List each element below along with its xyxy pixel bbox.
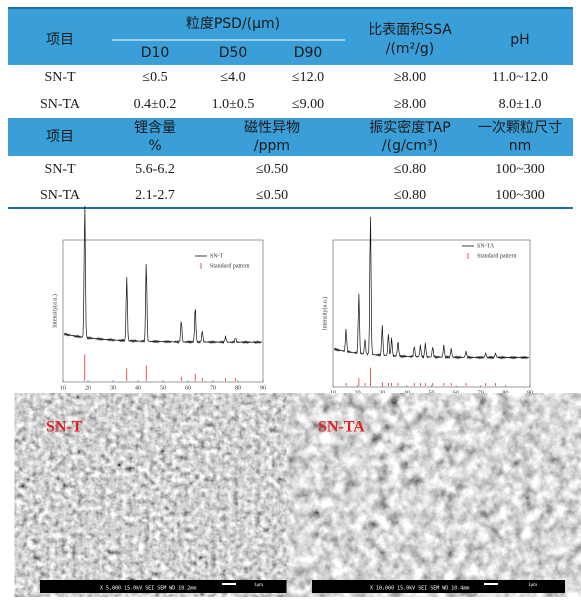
x-tick-label: 50 <box>429 390 435 396</box>
legend-entry: SN-T <box>210 253 224 259</box>
x-tick-label: 70 <box>210 385 216 391</box>
x-tick-label: 80 <box>235 385 241 391</box>
sem-label: SN-TA <box>318 419 365 436</box>
header-cell: 项目 <box>46 32 74 48</box>
x-tick-label: 40 <box>404 390 410 396</box>
x-tick-label: 70 <box>478 390 484 396</box>
scale-bar <box>222 583 236 585</box>
x-tick-label: 90 <box>260 385 266 391</box>
x-tick-label: 50 <box>160 385 166 391</box>
sem-image: SN-T X 5,000 15.0kV SEI SEM WD 10.2mm 1μ… <box>40 410 294 593</box>
table-cell: ≤0.80 <box>394 162 426 177</box>
header-cell: /(g/cm³) <box>382 138 438 154</box>
header-bg <box>8 8 573 65</box>
plot-frame <box>332 239 531 388</box>
x-tick-label: 30 <box>379 390 385 396</box>
table-cell: SN-TA <box>40 97 81 112</box>
header-cell: % <box>148 138 161 154</box>
header-cell: D90 <box>294 45 323 61</box>
table-cell: 2.1-2.7 <box>135 188 175 203</box>
header-cell: 振实密度TAP <box>369 119 450 136</box>
table-cell: 8.0±1.0 <box>499 97 542 112</box>
header-cell: nm <box>509 138 532 154</box>
table-cell: SN-T <box>44 162 76 177</box>
xrd-chart: 10 20 30 40 50 60 70 80 90 2θ(Degree) Intensity(a.… <box>321 216 533 404</box>
header-cell: 一次颗粒尺寸 <box>478 120 562 136</box>
table-cell: 0.4±0.2 <box>134 97 177 112</box>
x-axis-label: 2θ(Degree) <box>149 392 176 399</box>
table-cell: 100~300 <box>495 162 545 177</box>
plot-frame <box>62 239 264 383</box>
sem-texture <box>40 410 294 580</box>
header-cell: pH <box>510 32 529 48</box>
legend-entry: SN-TA <box>477 243 495 249</box>
legend-entry: Standard pattern <box>477 253 517 259</box>
scale-bar <box>484 583 498 585</box>
header-cell: D10 <box>141 45 170 61</box>
sem-bar <box>312 580 565 593</box>
x-tick-label: 60 <box>453 390 459 396</box>
header-cell: /ppm <box>254 138 290 154</box>
y-axis-label: Intensity(a.u.) <box>51 294 58 328</box>
sem-label: SN-T <box>46 419 83 436</box>
x-tick-label: 90 <box>527 390 533 396</box>
table-cell: ≥8.00 <box>394 70 426 85</box>
x-tick-label: 20 <box>85 385 91 391</box>
x-axis-label: 2θ(Degree) <box>418 397 445 404</box>
table-cell: ≤0.50 <box>256 188 288 203</box>
table-cell: SN-T <box>44 70 76 85</box>
table-cell: 100~300 <box>495 188 545 203</box>
header-bg <box>8 118 573 156</box>
header-cell: 磁性异物 <box>244 120 300 136</box>
xrd-pattern <box>333 216 530 360</box>
legend-entry: Standard pattern <box>210 263 250 269</box>
header-cell: 粒度PSD/(μm) <box>186 16 280 32</box>
header-cell: D50 <box>219 45 248 61</box>
sem-info: X 5,000 15.0kV SEI SEM WD 10.2mm <box>100 586 196 592</box>
table-cell: 5.6-6.2 <box>135 162 175 177</box>
table-cell: ≤0.80 <box>394 188 426 203</box>
x-tick-label: 30 <box>110 385 116 391</box>
x-tick-label: 40 <box>135 385 141 391</box>
sem-scale: 1μm <box>254 583 263 588</box>
x-tick-label: 10 <box>330 390 336 396</box>
header-cell: 项目 <box>46 129 74 145</box>
table-cell: 1.0±0.5 <box>212 97 255 112</box>
header-cell: 锂含量 <box>134 120 176 136</box>
x-tick-label: 60 <box>185 385 191 391</box>
x-tick-label: 80 <box>502 390 508 396</box>
table-cell: ≤4.0 <box>220 70 245 85</box>
header-cell: /(m²/g) <box>386 41 435 57</box>
table-cell: ≤9.00 <box>292 97 324 112</box>
table-cell: ≥8.00 <box>394 97 426 112</box>
xrd-pattern <box>63 205 263 345</box>
table-cell: 11.0~12.0 <box>492 70 548 85</box>
table-cell: ≤12.0 <box>292 70 324 85</box>
sem-texture <box>312 410 565 580</box>
sem-scale: 1μm <box>528 583 537 588</box>
table-cell: SN-TA <box>40 188 81 203</box>
xrd-chart: 10 20 30 40 50 60 70 80 90 2θ(Degree) Intensity(a.… <box>51 205 266 399</box>
sem-info: X 10,000 15.0kV SEI SEM WD 10.4mm <box>370 586 469 592</box>
header-cell: 比表面积SSA <box>368 22 452 38</box>
x-tick-label: 20 <box>355 390 361 396</box>
x-tick-label: 10 <box>60 385 66 391</box>
sem-image: SN-TA X 10,000 15.0kV SEI SEM WD 10.4mm … <box>312 410 565 593</box>
y-axis-label: Intensity(a.u.) <box>321 297 328 331</box>
table-cell: ≤0.5 <box>142 70 167 85</box>
table-cell: ≤0.50 <box>256 162 288 177</box>
